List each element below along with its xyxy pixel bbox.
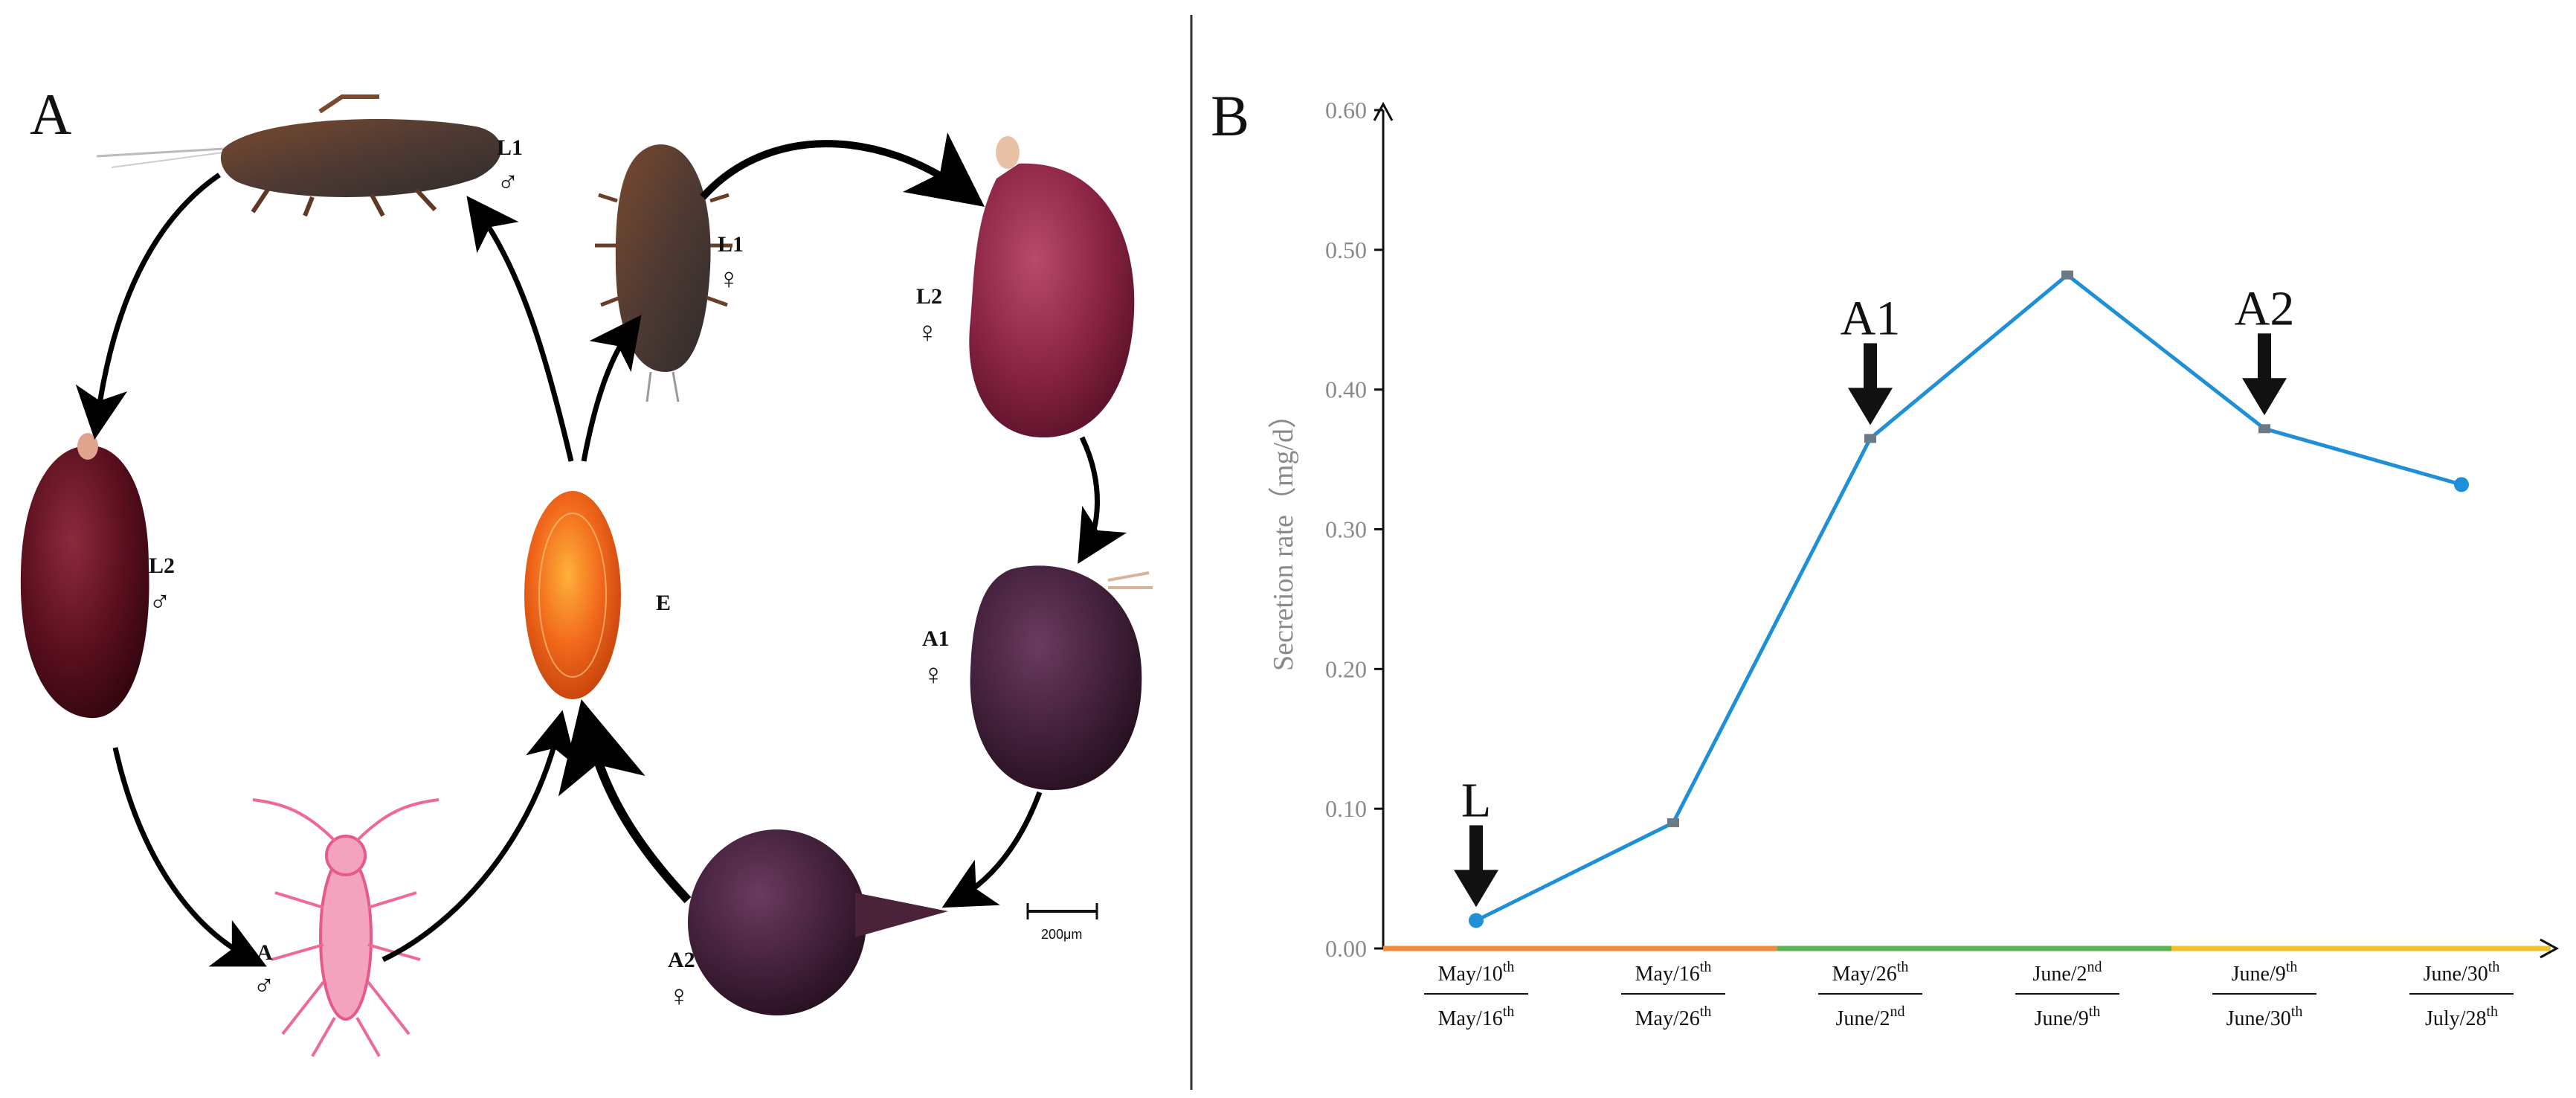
egg-specimen (524, 491, 621, 699)
arrow-female-a1-to-a2 (941, 791, 1043, 908)
male-l1-sex: ♂ (497, 165, 519, 199)
x-axis-arrowhead (2540, 938, 2560, 959)
female-l2-sex: ♀ (916, 315, 938, 349)
female-a2-sex: ♀ (668, 979, 690, 1012)
male-l2-code: L2 (149, 553, 175, 578)
arrow-female-a2-to-egg (558, 699, 692, 904)
egg-code: E (656, 591, 671, 615)
arrow-male-l1-to-l2 (75, 173, 221, 440)
annotations: L A1 A2 (1454, 281, 2295, 908)
arrow-female-l1-to-l2 (700, 132, 985, 207)
female-l2-code: L2 (916, 284, 942, 309)
annotation: A1 (1841, 291, 1901, 426)
x-category-top: June/30th (2424, 959, 2500, 986)
data-point (2258, 424, 2270, 434)
annotation-label: L (1461, 773, 1491, 827)
annotation-label: A1 (1841, 291, 1901, 345)
annotation-arrow-shaft (1469, 825, 1483, 872)
annotation-arrow-shaft (2258, 333, 2271, 380)
male-adult-specimen (252, 798, 439, 1057)
x-category-top: June/9th (2232, 959, 2298, 986)
y-tick-label: 0.40 (1325, 376, 1367, 403)
female-a2-specimen (688, 829, 948, 1015)
y-axis-label: Secretion rate（mg/d） (1268, 400, 1299, 671)
x-category-bottom: May/16th (1438, 1004, 1515, 1030)
x-category-top: June/2nd (2032, 959, 2102, 986)
female-a1-sex: ♀ (922, 658, 944, 691)
y-tick-label: 0.20 (1325, 655, 1367, 682)
annotation-label: A2 (2235, 281, 2295, 336)
female-a1-specimen (970, 565, 1153, 791)
data-point (2454, 477, 2469, 492)
arrow-adult-to-egg (381, 710, 577, 963)
lifecycle-arrows (75, 132, 1127, 967)
x-category: May/26th June/2nd (1818, 959, 1922, 1030)
arrow-egg-to-female-l1 (581, 315, 642, 462)
annotation-arrow-shaft (1864, 343, 1877, 390)
x-category: June/9th June/30th (2212, 959, 2316, 1030)
y-tick-label: 0.00 (1325, 935, 1367, 962)
x-category-top: May/16th (1635, 959, 1712, 986)
female-l1-sex: ♀ (718, 262, 740, 295)
male-l1-specimen (96, 94, 501, 217)
x-category-bottom: June/2nd (1835, 1004, 1904, 1030)
male-l2-specimen (20, 433, 149, 719)
y-axis-arrowhead (1373, 101, 1394, 121)
female-l2-specimen (969, 136, 1135, 438)
x-category-bottom: June/30th (2226, 1004, 2303, 1030)
annotation: L (1454, 773, 1498, 908)
arrow-male-l2-to-adult (112, 747, 267, 967)
y-tick-label: 0.50 (1325, 237, 1367, 263)
x-category: June/30th July/28th (2409, 959, 2514, 1030)
male-l1-code: L1 (497, 135, 523, 160)
y-tick-label: 0.30 (1325, 516, 1367, 543)
x-category-top: May/26th (1832, 959, 1909, 986)
female-a2-code: A2 (668, 948, 695, 972)
annotation-arrow-head (1454, 870, 1498, 908)
x-category-top: May/10th (1438, 959, 1515, 986)
x-category: May/10th May/16th (1424, 959, 1528, 1030)
panel-a-label: A (30, 82, 71, 147)
panel-b-label: B (1211, 83, 1249, 148)
data-point (2061, 270, 2073, 280)
female-a1-code: A1 (922, 626, 950, 651)
data-point (1864, 434, 1876, 443)
x-category-bottom: May/26th (1635, 1004, 1712, 1030)
y-ticks: 0.00 0.10 0.20 0.30 0.40 0.50 0.60 (1325, 97, 1383, 962)
annotation: A2 (2235, 281, 2295, 416)
data-point (1667, 818, 1679, 827)
x-category-bottom: June/9th (2035, 1004, 2101, 1030)
data-point (1469, 913, 1484, 928)
male-adult-sex: ♂ (253, 969, 275, 1002)
scale-bar: 200μm (1026, 903, 1098, 942)
y-tick-label: 0.10 (1325, 795, 1367, 822)
x-categories: May/10thMay/16thMay/16thMay/26thMay/26th… (1424, 959, 2514, 1030)
scale-bar-label: 200μm (1041, 927, 1082, 942)
female-l1-code: L1 (718, 232, 744, 257)
arrow-female-l2-to-a1 (1078, 436, 1127, 565)
arrow-egg-to-male-l1 (466, 196, 574, 462)
annotation-arrow-head (2242, 378, 2287, 416)
panel-b: B 0.00 0.10 0.20 0.30 0.40 0.50 0.60 Secretion… (1211, 83, 2560, 1030)
x-category: May/16th May/26th (1621, 959, 1725, 1030)
annotation-arrow-head (1848, 388, 1893, 426)
series-line (1475, 272, 2462, 922)
panel-a: A L1 ♂ L2 ♂ A ♂ (20, 82, 1153, 1057)
y-tick-label: 0.60 (1325, 97, 1367, 123)
male-l2-sex: ♂ (149, 585, 171, 618)
x-category-bottom: July/28th (2425, 1004, 2498, 1030)
data-points (1469, 270, 2469, 928)
male-adult-code: A (257, 940, 273, 965)
x-category: June/2nd June/9th (2015, 959, 2119, 1030)
